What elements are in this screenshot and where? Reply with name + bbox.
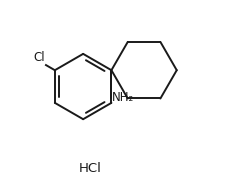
Text: NH₂: NH₂ bbox=[112, 92, 134, 105]
Text: Cl: Cl bbox=[33, 51, 45, 64]
Text: HCl: HCl bbox=[79, 162, 102, 175]
